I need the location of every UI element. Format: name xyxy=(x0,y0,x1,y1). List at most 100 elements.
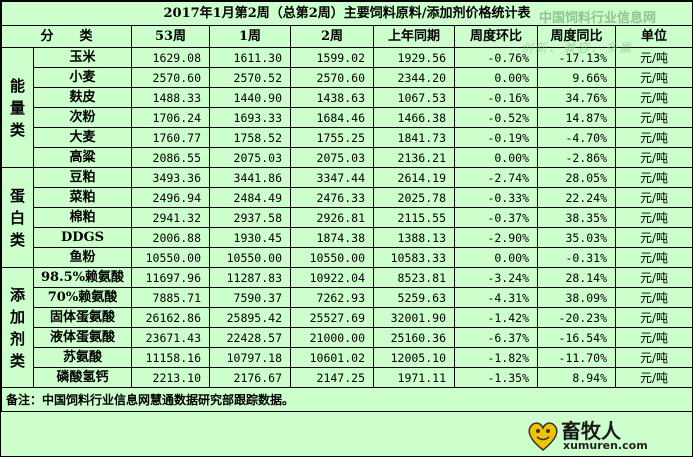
cell-yoy: 9.66% xyxy=(537,67,616,88)
cell-w2: 10601.02 xyxy=(290,347,374,368)
cell-w2: 2476.33 xyxy=(290,187,374,208)
cell-unit: 元/吨 xyxy=(614,127,693,148)
cell-w53: 26162.86 xyxy=(131,307,210,328)
table-row: 固体蛋氨酸 26162.86 25895.42 25527.69 32001.90 -1.… xyxy=(2,307,693,328)
watermark-text: 中国饲料行业信息网 xyxy=(539,11,657,26)
table-row: 蛋白类豆粕 3493.36 3441.86 3347.44 2614.19 -2.74% 2… xyxy=(1,167,693,268)
cell-unit: 元/吨 xyxy=(614,287,693,308)
cell-last-year: 12005.10 xyxy=(373,347,455,368)
cell-w2: 10550.00 xyxy=(290,247,374,268)
item-name: 麸皮 xyxy=(33,87,132,108)
item-name: 棉粕 xyxy=(33,207,132,228)
cell-w2: 25527.69 xyxy=(290,307,374,328)
cell-yoy: -11.70% xyxy=(537,347,616,368)
cell-wow: -0.19% xyxy=(454,127,538,148)
column-header: 分 类 xyxy=(1,25,132,48)
cell-wow: -1.35% xyxy=(454,367,538,388)
cell-last-year: 1929.56 xyxy=(373,47,455,68)
column-header: 53周 xyxy=(131,25,210,48)
cell-unit: 元/吨 xyxy=(614,247,693,268)
cell-last-year: 2614.19 xyxy=(373,167,455,188)
column-header: 上年同期 xyxy=(373,25,455,48)
table-row: 高粱 2086.55 2075.03 2075.03 2136.21 0.00% -2.86… xyxy=(2,147,693,168)
cell-wow: -3.24% xyxy=(454,267,538,288)
cell-yoy: 22.24% xyxy=(537,187,616,208)
cell-wow: -0.33% xyxy=(454,187,538,208)
cell-w53: 2213.10 xyxy=(131,367,210,388)
table-row: 液体蛋氨酸 23671.43 22428.57 21000.00 25160.36 -6.… xyxy=(2,327,693,348)
cell-w53: 2570.60 xyxy=(131,67,210,88)
cell-w1: 1693.33 xyxy=(209,107,291,128)
table-row: 添加剂类 98.5%赖氨酸 11697.96 11287.83 10922.04 8523… xyxy=(1,267,693,388)
table-row: 菜粕 2496.94 2484.49 2476.33 2025.78 -0.33% 22.2… xyxy=(2,187,693,208)
cell-last-year: 1971.11 xyxy=(373,367,455,388)
cell-w1: 2176.67 xyxy=(209,367,291,388)
cell-w53: 3493.36 xyxy=(131,167,210,188)
category-label: 蛋白类 xyxy=(1,167,34,268)
cell-unit: 元/吨 xyxy=(614,187,693,208)
cell-last-year: 10583.33 xyxy=(373,247,455,268)
watermark-subtext: 创新、兼容、多赢 xyxy=(521,41,634,55)
cell-yoy: 38.09% xyxy=(537,287,616,308)
cell-w2: 1599.02 xyxy=(290,47,374,68)
cell-w2: 10922.04 xyxy=(290,267,374,288)
cell-unit: 元/吨 xyxy=(614,167,693,188)
item-name: 菜粕 xyxy=(33,187,132,208)
cell-last-year: 8523.81 xyxy=(373,267,455,288)
item-name: 固体蛋氨酸 xyxy=(33,307,132,328)
item-name: 苏氨酸 xyxy=(33,347,132,368)
cell-w53: 7885.71 xyxy=(131,287,210,308)
cell-unit: 元/吨 xyxy=(614,87,693,108)
footnote: 备注：中国饲料行业信息网慧通数据研究部跟踪数据。 xyxy=(0,387,693,412)
cell-w2: 1755.25 xyxy=(290,127,374,148)
cell-yoy: -2.86% xyxy=(537,147,616,168)
cell-wow: -1.82% xyxy=(454,347,538,368)
cell-w1: 3441.86 xyxy=(209,167,291,188)
cell-last-year: 32001.90 xyxy=(373,307,455,328)
cell-unit: 元/吨 xyxy=(614,367,693,388)
cell-w53: 10550.00 xyxy=(131,247,210,268)
cell-w2: 3347.44 xyxy=(290,167,374,188)
cell-w53: 1629.08 xyxy=(131,47,210,68)
cell-w53: 1706.24 xyxy=(131,107,210,128)
cell-w2: 2147.25 xyxy=(290,367,374,388)
cell-w2: 1438.63 xyxy=(290,87,374,108)
cell-w1: 2484.49 xyxy=(209,187,291,208)
table-row: 棉粕 2941.32 2937.58 2926.81 2115.55 -0.37% 38.3… xyxy=(2,207,693,228)
cell-last-year: 2025.78 xyxy=(373,187,455,208)
cell-w53: 2086.55 xyxy=(131,147,210,168)
cell-yoy: -4.70% xyxy=(537,127,616,148)
cell-unit: 元/吨 xyxy=(614,327,693,348)
cell-unit: 元/吨 xyxy=(614,267,693,288)
cell-w1: 1930.45 xyxy=(209,227,291,248)
table-row: 小麦 2570.60 2570.52 2570.60 2344.20 0.00% 9.66%… xyxy=(2,67,693,88)
cell-w1: 10550.00 xyxy=(209,247,291,268)
cell-w1: 1440.90 xyxy=(209,87,291,108)
cell-yoy: -20.23% xyxy=(537,307,616,328)
column-header: 周度环比 xyxy=(454,25,538,48)
cell-last-year: 2115.55 xyxy=(373,207,455,228)
cell-wow: -0.16% xyxy=(454,87,538,108)
cell-w53: 11697.96 xyxy=(131,267,210,288)
item-name: 次粉 xyxy=(33,107,132,128)
cell-wow: -6.37% xyxy=(454,327,538,348)
cell-wow: -2.90% xyxy=(454,227,538,248)
cell-w53: 23671.43 xyxy=(131,327,210,348)
table-row: 麸皮 1488.33 1440.90 1438.63 1067.53 -0.16% 34.7… xyxy=(2,87,693,108)
item-name: 大麦 xyxy=(33,127,132,148)
cell-w53: 2941.32 xyxy=(131,207,210,228)
cell-w2: 1684.46 xyxy=(290,107,374,128)
cell-unit: 元/吨 xyxy=(614,307,693,328)
cell-unit: 元/吨 xyxy=(614,207,693,228)
cell-yoy: 8.94% xyxy=(537,367,616,388)
cell-w1: 2075.03 xyxy=(209,147,291,168)
cell-last-year: 25160.36 xyxy=(373,327,455,348)
cell-last-year: 1466.38 xyxy=(373,107,455,128)
cell-unit: 元/吨 xyxy=(614,347,693,368)
cell-wow: -2.74% xyxy=(454,167,538,188)
item-name: 豆粕 xyxy=(33,167,132,188)
cell-wow: -4.31% xyxy=(454,287,538,308)
cell-wow: -0.37% xyxy=(454,207,538,228)
cell-last-year: 1067.53 xyxy=(373,87,455,108)
